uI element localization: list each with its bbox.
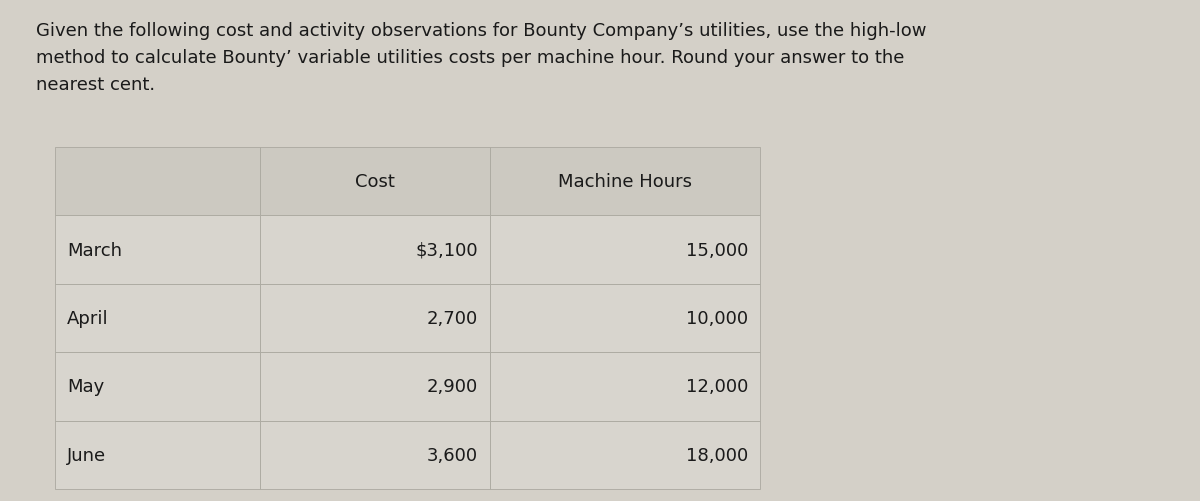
Text: 2,900: 2,900 (427, 378, 478, 396)
Bar (260, 148, 490, 216)
Text: 2,700: 2,700 (427, 310, 478, 327)
Bar (55, 353, 260, 421)
Bar (55, 216, 260, 284)
Bar (260, 284, 490, 353)
Bar (490, 148, 760, 216)
Bar (55, 148, 260, 216)
Text: 10,000: 10,000 (686, 310, 748, 327)
Bar (260, 353, 490, 421)
Bar (260, 216, 490, 284)
Text: Machine Hours: Machine Hours (558, 173, 692, 191)
Bar (260, 421, 490, 489)
Text: April: April (67, 310, 109, 327)
Text: Cost: Cost (355, 173, 395, 191)
Bar (55, 421, 260, 489)
Text: 12,000: 12,000 (685, 378, 748, 396)
Text: May: May (67, 378, 104, 396)
Text: June: June (67, 446, 106, 464)
Bar (490, 284, 760, 353)
Bar (490, 421, 760, 489)
Bar (490, 216, 760, 284)
Text: March: March (67, 241, 122, 259)
Bar (490, 353, 760, 421)
Text: $3,100: $3,100 (415, 241, 478, 259)
Text: 3,600: 3,600 (427, 446, 478, 464)
Text: 15,000: 15,000 (685, 241, 748, 259)
Text: Given the following cost and activity observations for Bounty Company’s utilitie: Given the following cost and activity ob… (36, 22, 926, 94)
Bar (55, 284, 260, 353)
Text: 18,000: 18,000 (685, 446, 748, 464)
